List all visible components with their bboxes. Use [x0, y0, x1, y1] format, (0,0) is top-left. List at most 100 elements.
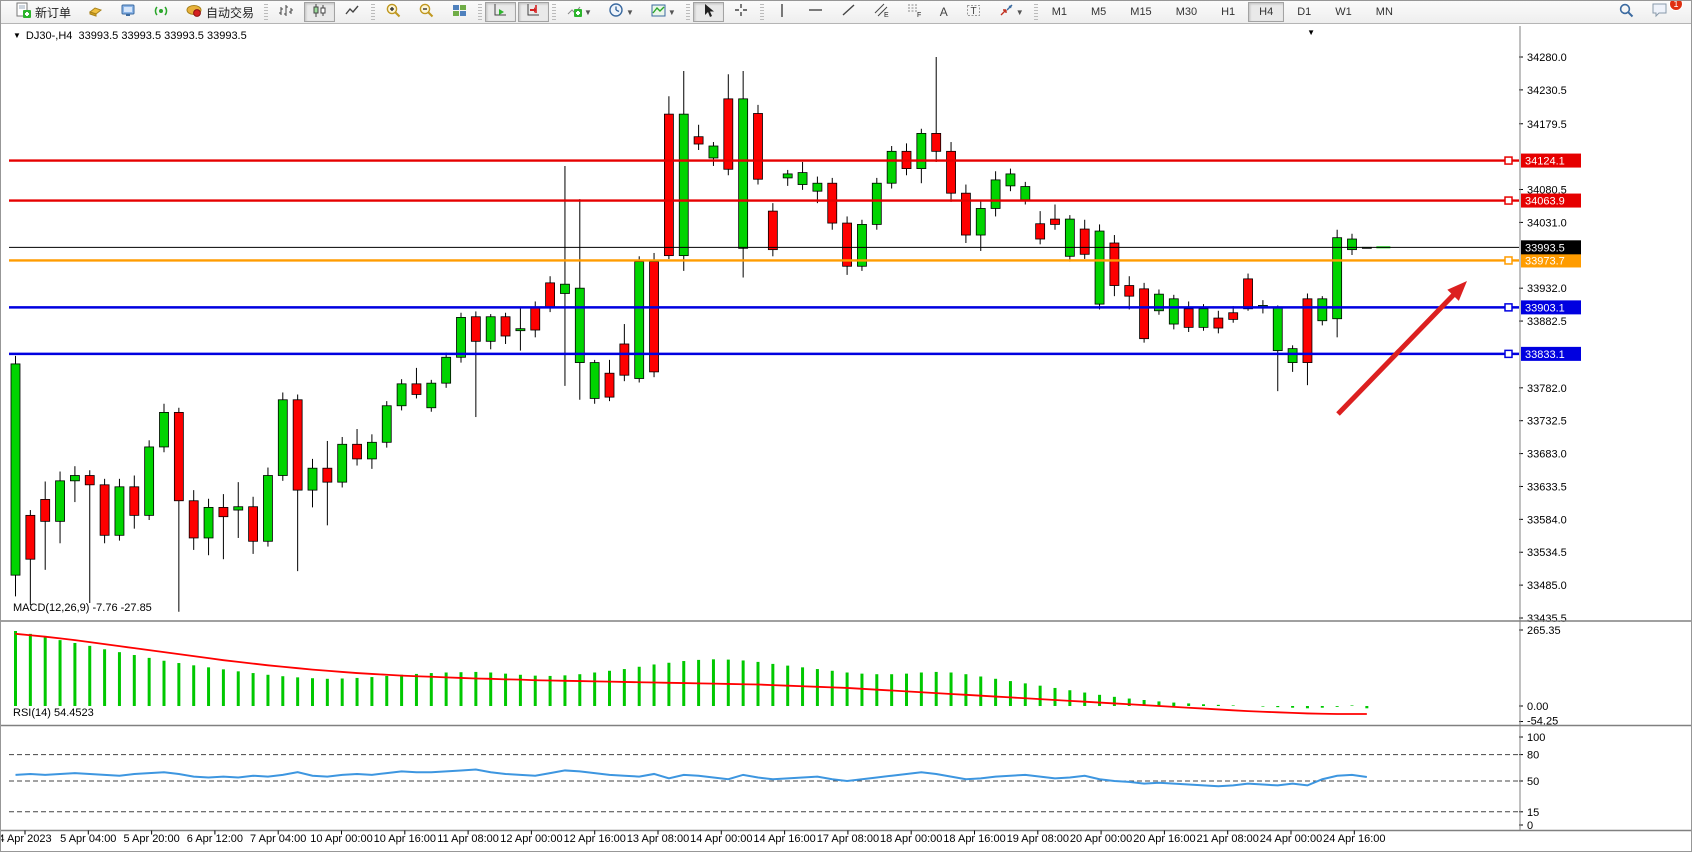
autoscroll-button[interactable]: [485, 2, 517, 22]
chart-line-button[interactable]: [337, 2, 368, 22]
toolbar-separator: [759, 4, 764, 20]
svg-text:33882.5: 33882.5: [1527, 316, 1567, 328]
timeframe-label: M1: [1051, 6, 1067, 18]
toolbar-separator: [685, 4, 690, 20]
fibonacci-icon: F: [906, 2, 923, 22]
timeframe-label: M15: [1130, 6, 1152, 18]
svg-text:10 Apr 16:00: 10 Apr 16:00: [374, 833, 436, 845]
svg-text:E: E: [884, 12, 889, 19]
chevron-down-icon: ▼: [667, 7, 676, 17]
shapes-button[interactable]: ▼: [991, 2, 1031, 22]
timeframe-mn-button[interactable]: MN: [1365, 2, 1404, 22]
svg-text:34031.0: 34031.0: [1527, 217, 1567, 229]
fibonacci-button[interactable]: F: [899, 2, 930, 22]
timeframe-label: M5: [1091, 6, 1107, 18]
svg-text:33584.0: 33584.0: [1527, 514, 1567, 526]
horizontal-line-icon: [807, 2, 824, 22]
svg-text:12 Apr 16:00: 12 Apr 16:00: [564, 833, 626, 845]
svg-text:11 Apr 08:00: 11 Apr 08:00: [437, 833, 499, 845]
svg-text:-54.25: -54.25: [1527, 716, 1558, 728]
svg-text:21 Apr 08:00: 21 Apr 08:00: [1197, 833, 1259, 845]
svg-text:50: 50: [1527, 776, 1539, 788]
periods-button[interactable]: ▼: [601, 2, 641, 22]
zoom-out-button[interactable]: [411, 2, 442, 22]
chevron-down-icon: ▼: [625, 7, 634, 17]
timeframe-m15-button[interactable]: M15: [1119, 2, 1162, 22]
tile-windows-button[interactable]: [444, 2, 475, 22]
svg-text:33932.0: 33932.0: [1527, 283, 1567, 295]
svg-text:33833.1: 33833.1: [1525, 349, 1565, 361]
new-order-button[interactable]: 新订单: [8, 2, 78, 22]
main-toolbar: 新订单 自动交易: [1, 1, 1691, 24]
svg-text:F: F: [917, 12, 921, 19]
vline-button[interactable]: [767, 2, 798, 22]
svg-text:10 Apr 00:00: 10 Apr 00:00: [310, 833, 372, 845]
history-center-button[interactable]: [80, 2, 111, 22]
svg-text:33973.7: 33973.7: [1525, 255, 1565, 267]
timeframe-label: MN: [1375, 6, 1393, 18]
svg-text:5 Apr 20:00: 5 Apr 20:00: [123, 833, 179, 845]
metaeditor-button[interactable]: [113, 2, 144, 22]
chart-candles-button[interactable]: [304, 2, 336, 22]
toolbar-separator: [1033, 4, 1038, 20]
crosshair-icon: [733, 2, 750, 22]
trendline-button[interactable]: [833, 2, 864, 22]
chat-icon: [1651, 1, 1669, 21]
svg-text:34063.9: 34063.9: [1525, 196, 1565, 208]
macd-values: -7.76 -27.85: [92, 602, 152, 614]
scroll-anchor-icon[interactable]: ▼: [1307, 28, 1315, 37]
arrows-icon: [998, 2, 1015, 22]
timeframe-m5-button[interactable]: M5: [1080, 2, 1117, 22]
chart-canvas[interactable]: 34280.0 34230.5 34179.5 34080.5 34031.0 33932…: [1, 24, 1692, 852]
signal-icon: [153, 2, 170, 22]
search-button[interactable]: [1611, 2, 1642, 22]
timeframe-label: H1: [1221, 6, 1236, 18]
timeframe-h4-button[interactable]: H4: [1248, 2, 1285, 22]
timeframe-w1-button[interactable]: W1: [1324, 2, 1363, 22]
chat-button[interactable]: [1644, 1, 1676, 21]
svg-text:5 Apr 04:00: 5 Apr 04:00: [60, 833, 116, 845]
text-button[interactable]: A: [932, 2, 956, 22]
channel-button[interactable]: E: [866, 2, 897, 22]
macd-name: MACD(12,26,9): [13, 602, 90, 614]
equidistant-channel-icon: E: [873, 2, 890, 22]
timeframe-label: D1: [1297, 6, 1312, 18]
new-order-label: 新订单: [35, 5, 72, 20]
label-tool-icon: T: [965, 2, 982, 22]
chart-bars-button[interactable]: [271, 2, 302, 22]
label-button[interactable]: T: [958, 2, 989, 22]
timeframe-m30-button[interactable]: M30: [1165, 2, 1208, 22]
crosshair-button[interactable]: [726, 2, 757, 22]
timeframe-toolbar: M1 M5 M15 M30 H1 H4 D1 W1 MN: [1040, 2, 1405, 22]
svg-text:34179.5: 34179.5: [1527, 119, 1567, 131]
notification-badge[interactable]: 1: [1669, 1, 1683, 11]
chart-shift-button[interactable]: [518, 2, 550, 22]
hline-button[interactable]: [800, 2, 831, 22]
templates-button[interactable]: ▼: [643, 2, 683, 22]
zoom-in-button[interactable]: [378, 2, 409, 22]
indicators-button[interactable]: ▼: [559, 2, 599, 22]
cursor-icon: [700, 2, 717, 22]
svg-text:20 Apr 16:00: 20 Apr 16:00: [1133, 833, 1195, 845]
svg-text:33485.0: 33485.0: [1527, 580, 1567, 592]
text-tool-icon: A: [939, 5, 948, 19]
cursor-button[interactable]: [692, 2, 724, 22]
gold-box-icon: [87, 2, 104, 22]
autotrading-button[interactable]: 自动交易: [179, 2, 261, 22]
chart-symbol-period: DJ30-,H4: [25, 30, 73, 42]
monitor-icon: [120, 2, 137, 22]
svg-text:14 Apr 00:00: 14 Apr 00:00: [690, 833, 752, 845]
svg-text:80: 80: [1527, 750, 1539, 762]
chart-dropdown-icon: ▼: [13, 31, 21, 40]
svg-text:7 Apr 04:00: 7 Apr 04:00: [250, 833, 306, 845]
autoscroll-icon: [492, 2, 509, 22]
svg-text:33782.0: 33782.0: [1527, 383, 1567, 395]
new-order-icon: [15, 2, 32, 22]
timeframe-d1-button[interactable]: D1: [1286, 2, 1322, 22]
svg-text:24 Apr 00:00: 24 Apr 00:00: [1260, 833, 1322, 845]
timeframe-h1-button[interactable]: H1: [1210, 2, 1246, 22]
svg-text:24 Apr 16:00: 24 Apr 16:00: [1323, 833, 1385, 845]
signals-button[interactable]: [146, 2, 177, 22]
chart-area[interactable]: 34280.0 34230.5 34179.5 34080.5 34031.0 33932…: [1, 24, 1692, 852]
timeframe-m1-button[interactable]: M1: [1041, 2, 1078, 22]
